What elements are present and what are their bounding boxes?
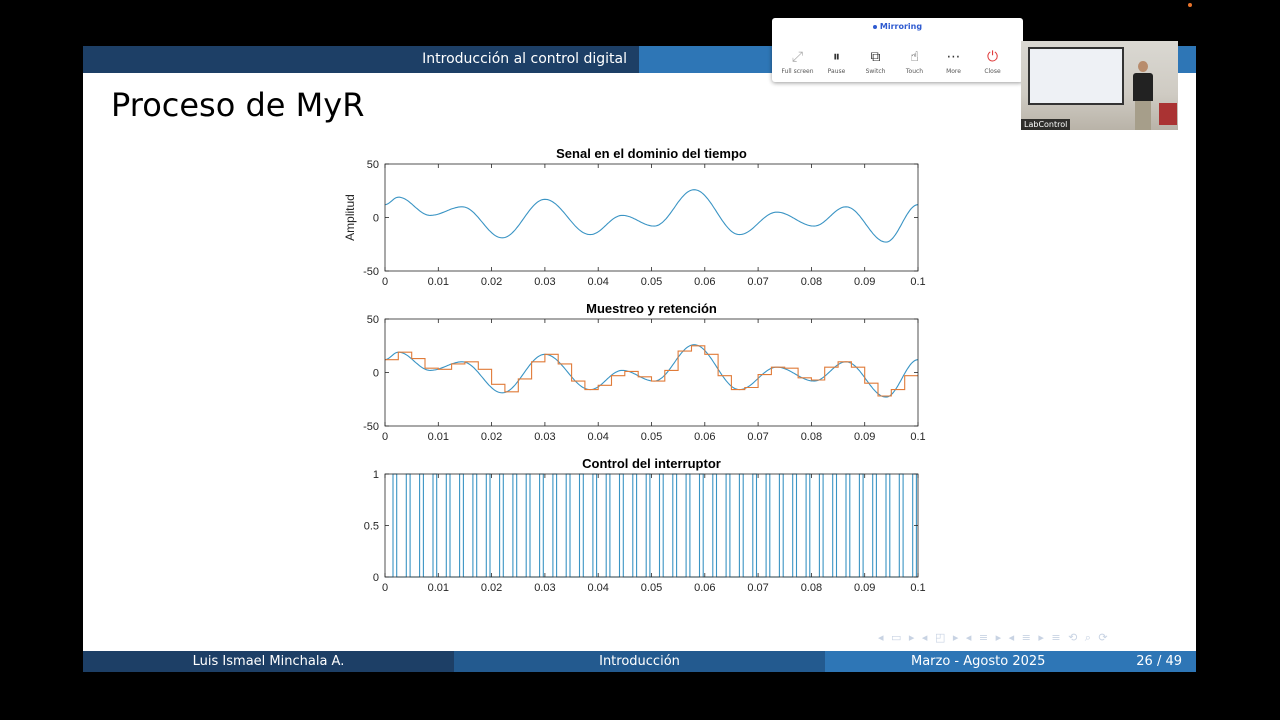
axes-box	[384, 163, 919, 272]
footer-section: Introducción	[454, 651, 825, 672]
projected-screen	[1028, 47, 1124, 105]
x-tick-label: 0.07	[747, 582, 768, 594]
x-tick-label: 0.02	[481, 276, 502, 288]
y-tick-label: 50	[367, 314, 379, 326]
x-tick-label: 0.05	[641, 276, 662, 288]
x-tick-label: 0.03	[534, 431, 555, 443]
fullscreen-icon: ⤢	[791, 49, 804, 65]
close-button[interactable]: ⏻ Close	[973, 48, 1012, 75]
pause-button[interactable]: ⏸ Pause	[817, 48, 856, 75]
y-tick-label: 0	[373, 213, 379, 225]
x-tick-label: 0.1	[910, 431, 925, 443]
y-tick-label: 0	[373, 572, 379, 584]
chair	[1159, 103, 1177, 125]
touch-icon: ☝	[910, 49, 919, 65]
x-tick-label: 0.01	[428, 276, 449, 288]
series-line-0	[384, 344, 919, 398]
y-tick-label: 0	[373, 368, 379, 380]
x-tick-label: 0.07	[747, 276, 768, 288]
x-tick-label: 0.07	[747, 431, 768, 443]
x-tick-label: 0.05	[641, 582, 662, 594]
switch-button[interactable]: ⧉ Switch	[856, 48, 895, 75]
x-tick-label: 0.09	[854, 431, 875, 443]
x-tick-label: 0	[382, 431, 388, 443]
footer-author: Luis Ismael Minchala A.	[83, 651, 454, 672]
webcam-caption: LabControl	[1021, 119, 1071, 130]
x-tick-label: 0.01	[428, 431, 449, 443]
recording-indicator-icon	[1188, 3, 1192, 7]
x-tick-label: 0.06	[694, 582, 715, 594]
axes-box	[384, 318, 919, 427]
x-tick-label: 0.04	[587, 582, 608, 594]
footer-right: Marzo - Agosto 2025 26 / 49	[825, 651, 1196, 672]
x-tick-label: 0.08	[801, 431, 822, 443]
switch-icon: ⧉	[870, 49, 881, 65]
more-icon: ⋯	[946, 49, 961, 65]
series-line-0	[384, 189, 919, 243]
fullscreen-button[interactable]: ⤢ Full screen	[778, 48, 817, 75]
axes-box	[384, 473, 919, 578]
x-tick-label: 0.06	[694, 431, 715, 443]
x-tick-label: 0.09	[854, 582, 875, 594]
touch-button[interactable]: ☝ Touch	[895, 48, 934, 75]
pause-icon: ⏸	[833, 49, 840, 65]
y-tick-label: 50	[367, 159, 379, 171]
series-line-0	[385, 473, 918, 578]
mirroring-status: Mirroring	[772, 22, 1023, 31]
x-tick-label: 0.08	[801, 582, 822, 594]
x-tick-label: 0.09	[854, 276, 875, 288]
x-tick-label: 0.1	[910, 276, 925, 288]
more-button[interactable]: ⋯ More	[934, 48, 973, 75]
presenter	[1133, 61, 1153, 130]
header-title: Introducción al control digital	[83, 46, 639, 73]
x-tick-label: 0.04	[587, 276, 608, 288]
y-tick-label: -50	[363, 266, 379, 278]
x-tick-label: 0.1	[910, 582, 925, 594]
x-tick-label: 0.06	[694, 276, 715, 288]
chart-title: Muestreo y retención	[586, 301, 717, 316]
y-axis-label: Amplitud	[343, 194, 357, 241]
series-line-1	[385, 345, 918, 397]
beamer-navigation-symbols[interactable]: ◂ ▭ ▸ ◂ ◰ ▸ ◂ ≡ ▸ ◂ ≡ ▸ ≡ ⟲ ⌕ ⟳	[878, 631, 1110, 644]
x-tick-label: 0.03	[534, 582, 555, 594]
slide-footline: Luis Ismael Minchala A. Introducción Mar…	[83, 651, 1196, 672]
mirroring-toolbar: Mirroring ⤢ Full screen ⏸ Pause ⧉ Switch…	[772, 18, 1023, 82]
presentation-slide: Introducción al control digital Proceso …	[83, 46, 1196, 672]
x-tick-label: 0.02	[481, 582, 502, 594]
y-tick-label: -50	[363, 421, 379, 433]
status-dot-icon	[872, 24, 877, 29]
power-icon: ⏻	[986, 49, 999, 65]
footer-date: Marzo - Agosto 2025	[911, 654, 1046, 669]
frame-title: Proceso de MyR	[111, 86, 365, 124]
x-tick-label: 0.04	[587, 431, 608, 443]
chart-title: Senal en el dominio del tiempo	[556, 146, 747, 161]
y-tick-label: 1	[373, 469, 379, 481]
chart-title: Control del interruptor	[582, 456, 721, 471]
x-tick-label: 0.01	[428, 582, 449, 594]
x-tick-label: 0	[382, 276, 388, 288]
x-tick-label: 0.03	[534, 276, 555, 288]
y-tick-label: 0.5	[364, 521, 379, 533]
footer-page-number: 26 / 49	[1136, 654, 1182, 669]
x-tick-label: 0.02	[481, 431, 502, 443]
x-tick-label: 0.08	[801, 276, 822, 288]
x-tick-label: 0	[382, 582, 388, 594]
x-tick-label: 0.05	[641, 431, 662, 443]
webcam-overlay[interactable]: LabControl	[1021, 41, 1178, 130]
